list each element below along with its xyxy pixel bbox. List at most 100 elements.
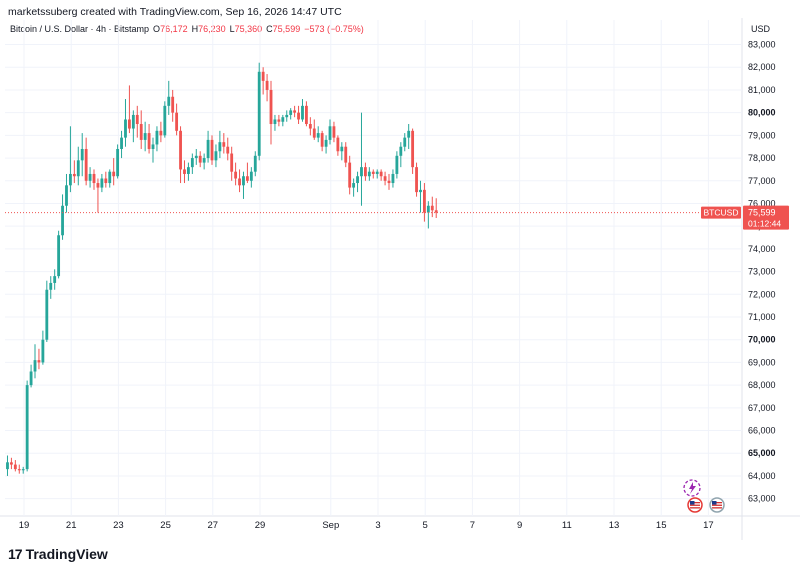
candle — [198, 151, 202, 168]
candle — [139, 110, 143, 149]
candle — [222, 133, 226, 154]
currency-label: USD — [750, 24, 770, 34]
price-tick-label: 69,000 — [748, 357, 776, 367]
candle — [167, 80, 171, 115]
candle — [37, 348, 41, 370]
last-price-badge — [743, 205, 789, 230]
candle — [415, 162, 418, 197]
candle — [45, 280, 49, 342]
date-tick-label: 13 — [609, 520, 620, 531]
candle — [340, 142, 344, 161]
price-tick-label: 65,000 — [748, 448, 776, 458]
close-label: C — [266, 24, 273, 34]
candle — [13, 460, 17, 472]
open-label: O — [153, 24, 161, 34]
candle — [363, 162, 367, 181]
candle — [391, 169, 395, 188]
candle — [375, 169, 379, 179]
candle — [194, 148, 198, 165]
candle — [285, 110, 289, 122]
candle — [289, 108, 293, 120]
candle — [316, 126, 320, 143]
price-tick-label: 74,000 — [748, 244, 776, 254]
price-tick-label: 80,000 — [748, 108, 776, 118]
price-tick-label: 73,000 — [748, 267, 776, 277]
candle — [273, 114, 277, 131]
candle — [320, 130, 324, 152]
candle — [186, 162, 190, 181]
candle — [135, 105, 139, 138]
candle — [328, 119, 332, 145]
candle — [411, 128, 415, 174]
date-tick-label: 7 — [470, 520, 475, 531]
candle — [116, 144, 120, 179]
candle — [249, 167, 253, 188]
candle — [202, 153, 206, 170]
chart-credit: marketssuberg created with TradingView.c… — [8, 6, 342, 18]
candle — [360, 112, 363, 206]
price-tick-label: 72,000 — [748, 289, 776, 299]
price-tick-label: 76,000 — [748, 198, 776, 208]
candle — [426, 201, 430, 229]
us-flag-event-icon[interactable] — [687, 497, 703, 513]
date-tick-label: 11 — [562, 520, 572, 531]
price-tick-label: 68,000 — [748, 380, 776, 390]
candle — [57, 230, 61, 279]
candle — [312, 119, 316, 140]
candle — [301, 99, 304, 122]
ticker-badge — [701, 206, 741, 219]
candle — [33, 344, 37, 379]
candle — [210, 135, 214, 165]
low-label: L — [229, 24, 235, 34]
us-flag-event-icon[interactable] — [709, 497, 725, 513]
candle — [104, 171, 108, 188]
candle — [96, 178, 100, 213]
candle — [80, 133, 84, 177]
symbol-name: Bitcoin / U.S. Dollar · 4h · Bitstamp — [10, 24, 150, 34]
brand-name: TradingView — [25, 546, 108, 562]
high-label: H — [191, 24, 199, 34]
lightning-event-icon[interactable] — [683, 479, 701, 497]
candle — [379, 169, 383, 181]
candle — [399, 142, 403, 168]
candle — [407, 124, 411, 149]
candle — [352, 178, 356, 197]
candle — [41, 330, 45, 365]
event-markers[interactable] — [683, 479, 725, 513]
candle — [324, 135, 328, 154]
candle — [367, 167, 371, 181]
price-tick-label: 79,000 — [748, 130, 776, 140]
candle — [88, 167, 92, 188]
date-tick-label: 19 — [19, 520, 30, 531]
candle — [238, 169, 241, 193]
candle — [332, 121, 336, 143]
candle — [171, 89, 175, 122]
candle — [269, 80, 273, 145]
open-value: 76,172 — [160, 24, 188, 34]
price-tick-label: 67,000 — [748, 403, 776, 413]
candle — [108, 169, 112, 188]
price-tick-label: 81,000 — [748, 85, 776, 95]
candle — [29, 364, 33, 388]
price-axis[interactable]: 63,000 64,000 65,000 66,000 67,000 68,000 69,0… — [748, 40, 776, 504]
last-price-label: 75,599 — [748, 208, 776, 218]
candle — [65, 173, 68, 213]
candle — [430, 196, 434, 218]
candle — [68, 126, 72, 193]
candle — [49, 276, 53, 299]
tradingview-logo-icon: 17 — [8, 546, 23, 562]
candle — [395, 151, 399, 179]
candle — [131, 110, 135, 143]
price-tick-label: 64,000 — [748, 471, 776, 481]
time-axis[interactable]: 19 21 23 25 27 29 Sep 3 5 7 9 11 13 15 17 — [19, 520, 714, 531]
candle — [281, 114, 285, 127]
date-tick-label: 17 — [703, 520, 714, 531]
tradingview-brand[interactable]: 17 TradingView — [8, 546, 108, 562]
candle — [179, 126, 182, 184]
candle — [112, 158, 116, 186]
candle — [61, 194, 64, 240]
candle — [218, 130, 222, 159]
candle — [336, 135, 340, 156]
candle — [293, 105, 297, 118]
